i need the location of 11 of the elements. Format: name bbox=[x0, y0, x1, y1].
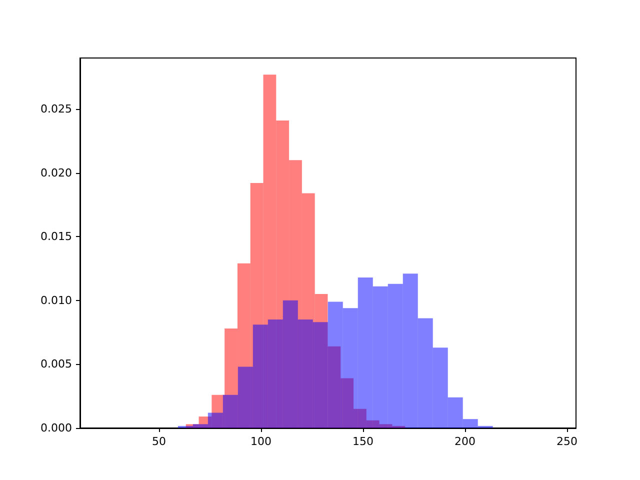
x-tick-label: 250 bbox=[556, 435, 578, 448]
y-tick-label: 0.005 bbox=[40, 358, 72, 371]
y-tick-label: 0.015 bbox=[40, 230, 72, 244]
y-tick-label: 0.010 bbox=[40, 294, 72, 307]
x-tick-label: 100 bbox=[250, 435, 272, 448]
y-tick-label: 0.000 bbox=[40, 422, 72, 434]
y-tick-label: 0.025 bbox=[40, 102, 72, 116]
x-tick-label: 50 bbox=[152, 435, 166, 448]
x-tick-label: 150 bbox=[352, 435, 374, 448]
y-tick-label: 0.020 bbox=[40, 166, 72, 180]
x-tick-label: 200 bbox=[454, 435, 476, 448]
